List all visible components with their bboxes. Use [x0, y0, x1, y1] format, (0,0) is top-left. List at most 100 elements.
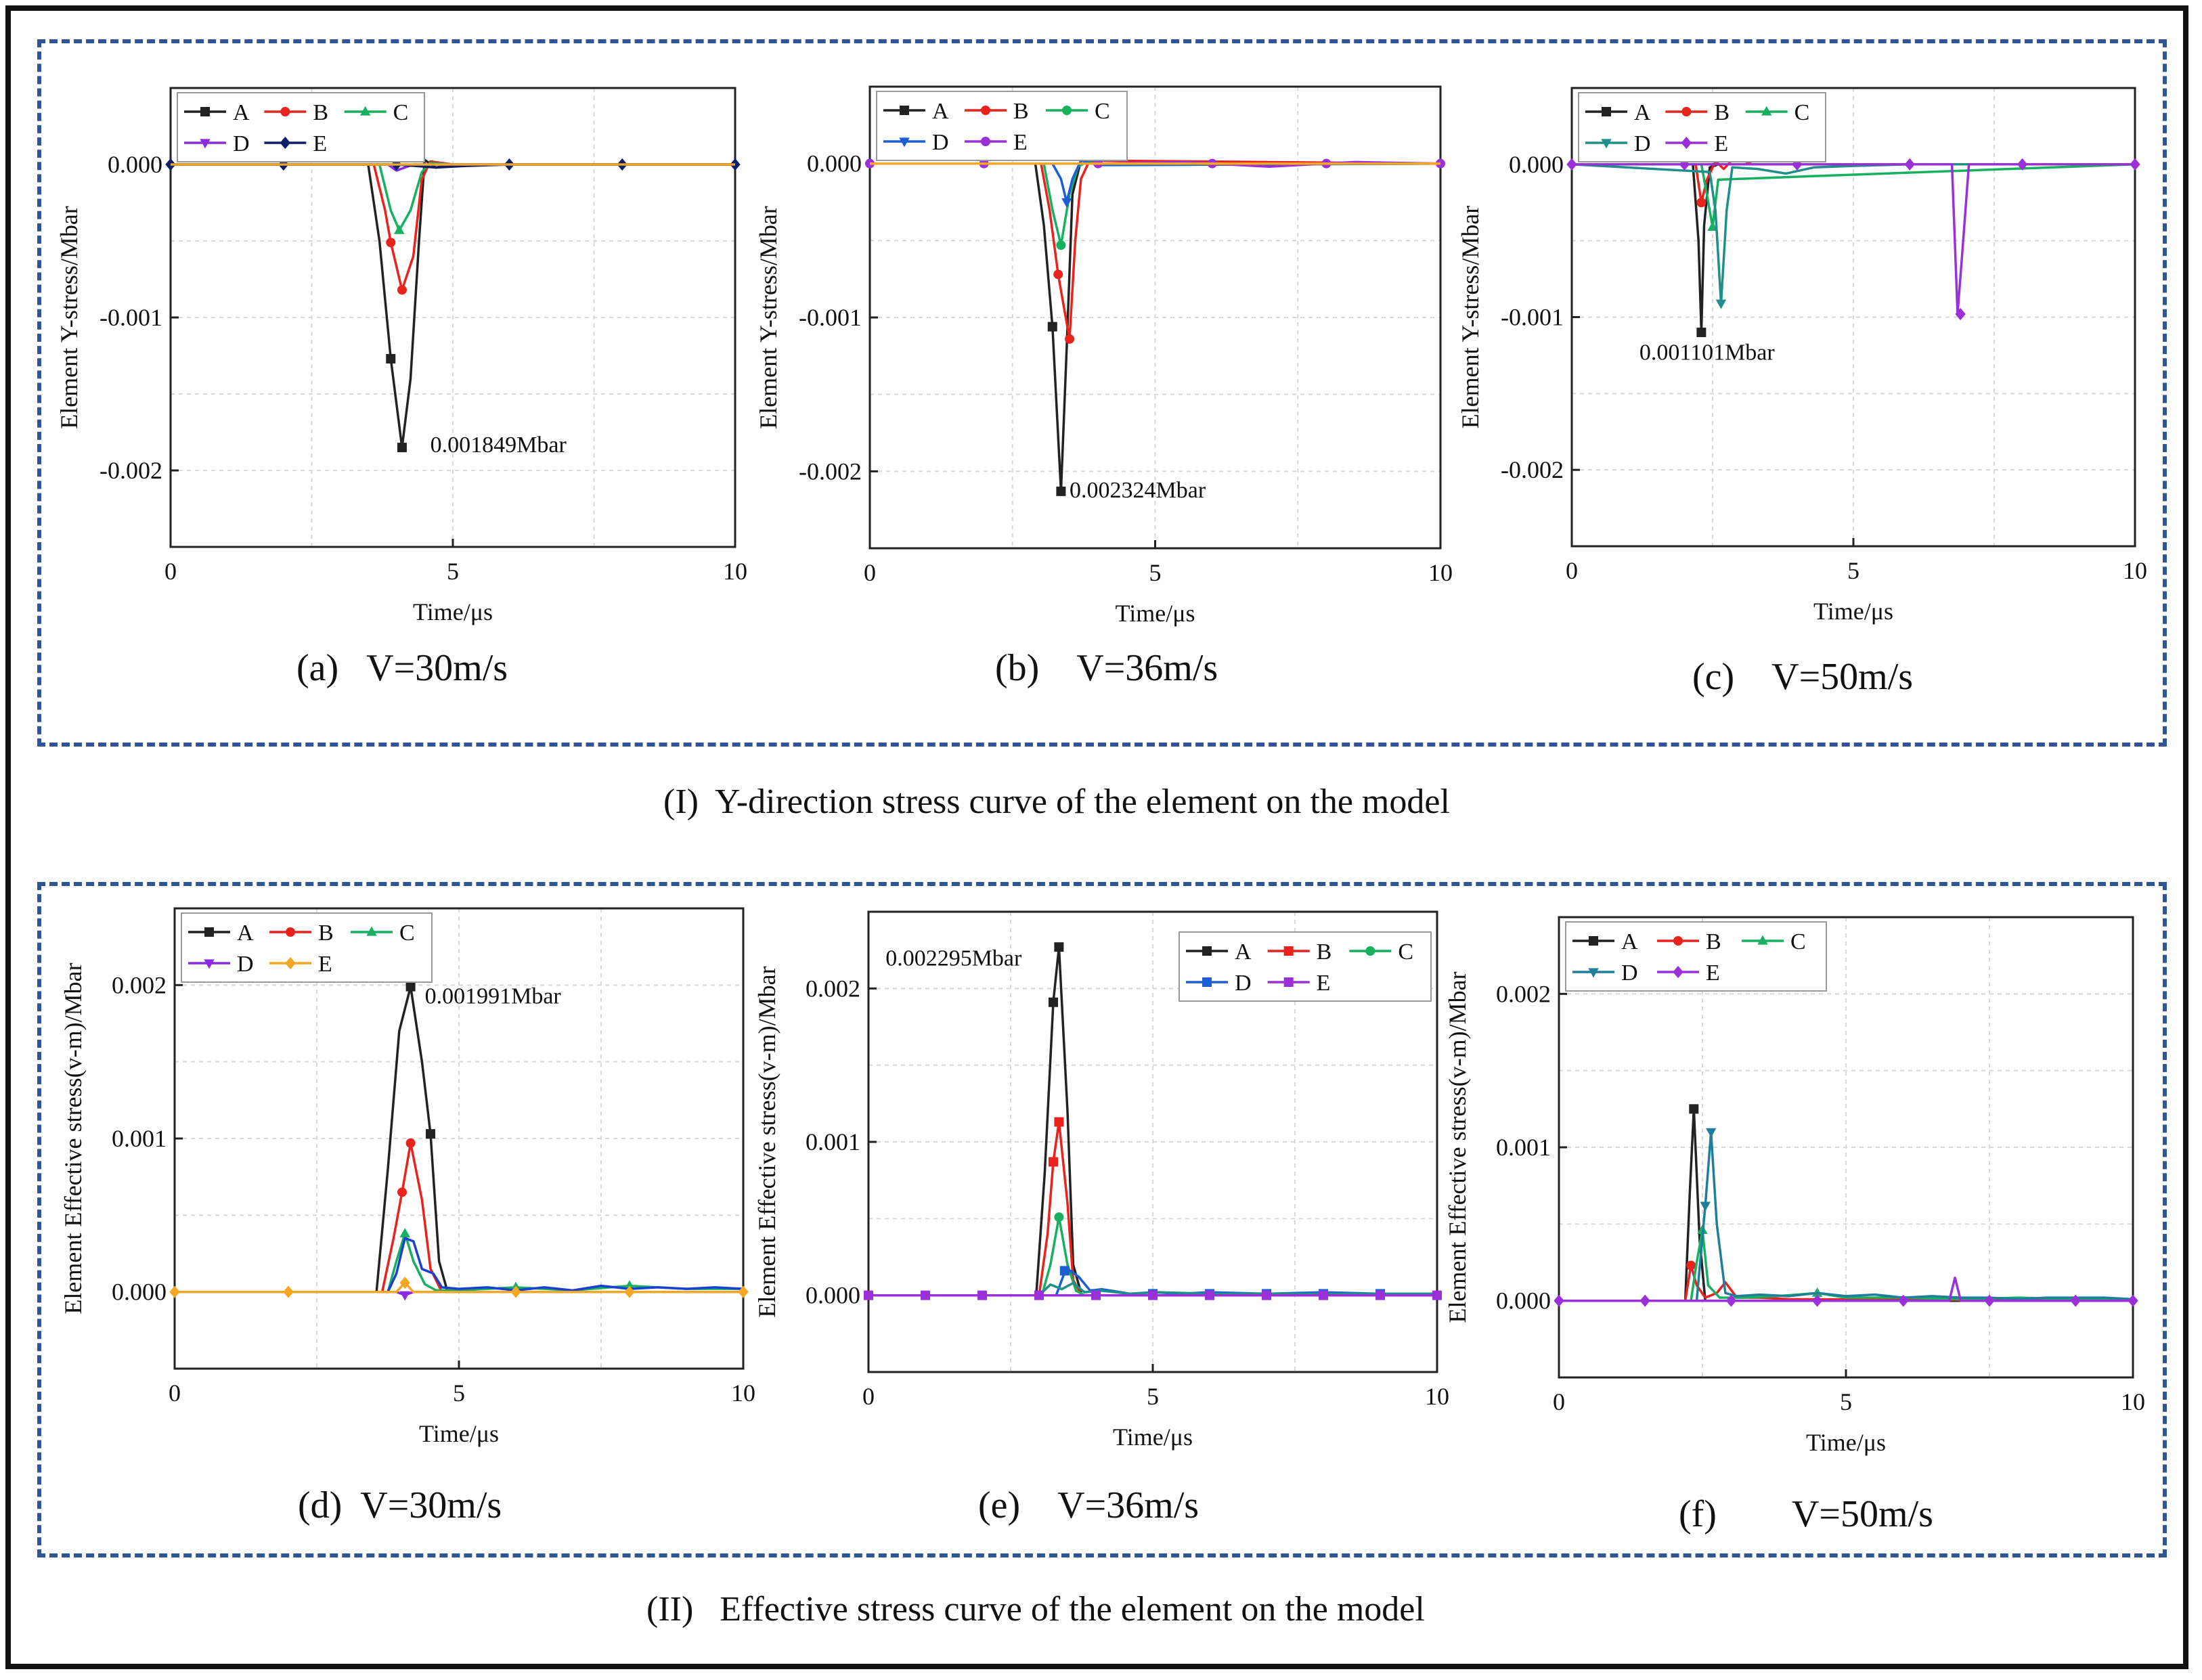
- chart-e-series-E-point-5: [1148, 1290, 1158, 1300]
- chart-d-series-A-point-0: [405, 981, 416, 992]
- chart-a-legend-marker-E: [280, 136, 291, 150]
- chart-e-legend-marker-B: [1283, 946, 1294, 956]
- chart-d-series-E-point-3: [510, 1285, 521, 1298]
- chart-e-series-extra4-line: [868, 1281, 1437, 1297]
- chart-f-xtick-label-0: 0: [1553, 1388, 1565, 1415]
- chart-e-annotation-0: 0.002295Mbar: [885, 946, 1022, 971]
- chart-c-ytick-label-2: -0.002: [1501, 456, 1564, 483]
- chart-d-xtick-label-1: 5: [453, 1379, 465, 1407]
- chart-c-series-E-point-3: [1904, 158, 1915, 171]
- chart-a-xlabel: Time/μs: [413, 598, 493, 625]
- caption-a: (a) V=30m/s: [296, 647, 508, 689]
- chart-e-series-E-point-7: [1262, 1290, 1271, 1300]
- chart-c-xtick-label-1: 5: [1847, 557, 1859, 584]
- chart-a-series-A-point-1: [397, 443, 407, 453]
- chart-f-series-D-point-0: [1700, 1201, 1711, 1212]
- chart-a-legend-label-E: E: [313, 131, 327, 156]
- chart-c-series-E-point-4: [1955, 307, 1966, 321]
- chart-a-ytick-label-2: -0.002: [100, 457, 162, 484]
- chart-c-legend-marker-D: [1601, 139, 1612, 149]
- chart-a-legend-label-A: A: [233, 100, 250, 125]
- chart-c-series-E-point-0: [1566, 158, 1577, 171]
- group-2-dashed-box: [37, 882, 2167, 1557]
- chart-a-xtick-label-1: 5: [447, 558, 459, 585]
- chart-d-ylabel: Element Effective stress(v-m)/Mbar: [60, 963, 87, 1314]
- chart-f-xtick-label-2: 10: [2121, 1388, 2145, 1415]
- chart-d-series-E-point-5: [738, 1285, 749, 1298]
- chart-f-series-E-point-6: [2070, 1294, 2081, 1307]
- chart-a-xtick-label-0: 0: [164, 558, 177, 585]
- chart-d-series-B-point-0: [397, 1187, 407, 1197]
- group-1-dashed-box: [37, 39, 2167, 747]
- chart-b-series-A-point-0: [1047, 322, 1057, 332]
- chart-d-series-A-point-1: [426, 1129, 435, 1139]
- chart-b-legend-marker-E: [981, 137, 990, 146]
- chart-d-legend-label-D: D: [237, 952, 254, 977]
- chart-a-annotation-0: 0.001849Mbar: [431, 433, 567, 458]
- chart-d-legend-label-C: C: [399, 921, 415, 946]
- chart-f-series-E-point-1: [1639, 1294, 1650, 1307]
- chart-d-xtick-label-2: 10: [731, 1379, 755, 1407]
- chart-f-series-E-point-2: [1725, 1294, 1737, 1307]
- chart-b-legend-marker-C: [1062, 106, 1072, 115]
- chart-b-legend-label-D: D: [932, 130, 949, 155]
- chart-c-legend-label-C: C: [1794, 100, 1810, 125]
- chart-c-legend-marker-C: [1761, 106, 1772, 116]
- chart-e-series-E-point-4: [1091, 1290, 1101, 1300]
- chart-f-ylabel: Element Effective stress(v-m)/Mbar: [1444, 971, 1471, 1323]
- chart-c-ytick-label-1: -0.001: [1501, 304, 1564, 331]
- figure-frame: [5, 5, 2188, 1669]
- chart-d-legend-marker-B: [286, 927, 295, 937]
- chart-f-legend-marker-D: [1588, 968, 1599, 978]
- chart-e-legend-marker-C: [1365, 946, 1375, 956]
- chart-c-xtick-label-2: 10: [2123, 557, 2147, 584]
- chart-c-legend-label-B: B: [1714, 100, 1730, 125]
- chart-f-legend-label-E: E: [1706, 960, 1720, 986]
- chart-f-series-E-point-7: [2128, 1294, 2138, 1307]
- chart-f-legend-marker-C: [1757, 935, 1768, 945]
- chart-b-series-A-point-1: [1056, 486, 1066, 496]
- chart-e-series-E-point-1: [921, 1290, 930, 1300]
- chart-b-xtick-label-0: 0: [864, 559, 876, 586]
- chart-e-ytick-label-0: 0.000: [806, 1282, 860, 1309]
- caption-d: (d) V=30m/s: [298, 1484, 502, 1526]
- chart-f-series-E-point-4: [1898, 1294, 1909, 1307]
- chart-a-legend-marker-D: [200, 139, 211, 149]
- chart-c-legend-marker-A: [1602, 107, 1611, 116]
- chart-f-xtick-label-1: 5: [1840, 1388, 1852, 1415]
- chart-b-series-C-point-0: [1056, 240, 1066, 250]
- chart-c-series-D-point-0: [1715, 299, 1727, 309]
- chart-c-series-E-point-6: [2130, 158, 2140, 171]
- chart-c-xtick-label-0: 0: [1566, 557, 1578, 584]
- chart-e-legend-label-D: D: [1235, 971, 1252, 996]
- chart-a-series-B-point-1: [397, 285, 407, 295]
- chart-f-legend-marker-B: [1673, 936, 1683, 946]
- chart-d-series-E-point-2: [399, 1276, 410, 1289]
- chart-b-legend-marker-B: [981, 106, 990, 115]
- chart-f-series-E-point-5: [1984, 1294, 1995, 1307]
- chart-f-series-D-line: [1559, 1130, 2134, 1302]
- chart-f-series-E-point-0: [1554, 1294, 1564, 1307]
- chart-c-series-E-point-5: [2017, 158, 2028, 171]
- chart-d-series-extra4-line: [175, 1237, 744, 1294]
- chart-d-series-E-point-4: [624, 1285, 635, 1298]
- chart-e-ytick-label-2: 0.002: [806, 975, 860, 1002]
- chart-d-legend-label-B: B: [318, 921, 334, 946]
- chart-e-series-A-point-1: [1054, 942, 1064, 952]
- chart-b-legend-marker-A: [900, 106, 909, 115]
- chart-c-legend-label-E: E: [1714, 131, 1728, 156]
- chart-e-series-E-point-9: [1375, 1290, 1385, 1300]
- chart-d-series-A-line: [175, 985, 743, 1294]
- chart-e-legend-label-C: C: [1398, 940, 1413, 965]
- chart-c-legend-label-A: A: [1634, 100, 1651, 125]
- chart-e-legend: [1179, 931, 1432, 1002]
- chart-d-xlabel: Time/μs: [419, 1420, 499, 1447]
- chart-b-annotation-0: 0.002324Mbar: [1070, 478, 1206, 503]
- chart-e-series-A-point-0: [1049, 997, 1058, 1007]
- chart-b-xtick-label-1: 5: [1149, 559, 1162, 586]
- chart-c-legend: [1578, 92, 1826, 162]
- chart-d-ytick-label-0: 0.000: [112, 1279, 167, 1306]
